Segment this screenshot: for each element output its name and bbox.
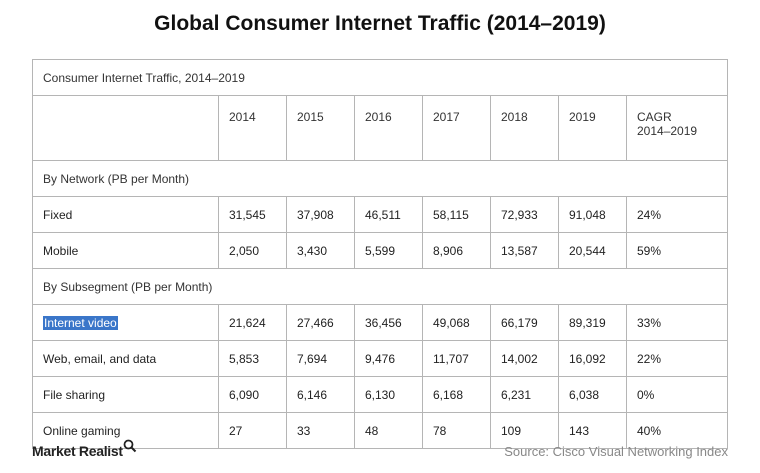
source-note: Source: Cisco Visual Networking Index <box>504 444 728 459</box>
header-year: 2019 <box>558 95 627 161</box>
section-row: By Network (PB per Month) <box>31 160 729 197</box>
value-cell: 91,048 <box>558 196 627 233</box>
header-year: 2014 <box>218 95 287 161</box>
brand-logo: Market Realist <box>32 443 123 459</box>
value-cell: 7,694 <box>286 340 355 377</box>
value-cell: 6,038 <box>558 376 627 413</box>
value-cell: 72,933 <box>490 196 559 233</box>
cagr-cell: 24% <box>625 196 729 233</box>
value-cell: 6,146 <box>286 376 355 413</box>
row-label: Internet video <box>32 304 219 341</box>
selected-text: Internet video <box>43 315 118 330</box>
header-year: 2016 <box>354 95 423 161</box>
header-blank-cell <box>32 95 219 161</box>
value-cell: 143 <box>558 412 627 449</box>
value-cell: 16,092 <box>558 340 627 377</box>
table-caption-row: Consumer Internet Traffic, 2014–2019 <box>31 59 729 96</box>
header-cagr-line2: 2014–2019 <box>637 124 698 138</box>
section-label: By Subsegment (PB per Month) <box>31 268 729 305</box>
value-cell: 78 <box>422 412 491 449</box>
value-cell: 21,624 <box>218 304 287 341</box>
cagr-cell: 0% <box>625 376 729 413</box>
magnifier-icon <box>123 439 137 453</box>
table-row: Mobile 2,050 3,430 5,599 8,906 13,587 20,544 59… <box>32 232 729 269</box>
table-row: Internet video 21,624 27,466 36,456 49,068 66… <box>32 304 729 341</box>
header-cagr-line1: CAGR <box>637 110 672 124</box>
row-label: Mobile <box>32 232 219 269</box>
value-cell: 8,906 <box>422 232 491 269</box>
cagr-cell: 40% <box>625 412 729 449</box>
page-title: Global Consumer Internet Traffic (2014–2… <box>154 12 606 35</box>
value-cell: 36,456 <box>354 304 423 341</box>
row-label: Fixed <box>32 196 219 233</box>
cagr-cell: 59% <box>625 232 729 269</box>
value-cell: 11,707 <box>422 340 491 377</box>
header-year: 2018 <box>490 95 559 161</box>
value-cell: 2,050 <box>218 232 287 269</box>
value-cell: 33 <box>286 412 355 449</box>
table-row: File sharing 6,090 6,146 6,130 6,168 6,231 6,0… <box>32 376 729 413</box>
table-row: Web, email, and data 5,853 7,694 9,476 11,70… <box>32 340 729 377</box>
value-cell: 48 <box>354 412 423 449</box>
value-cell: 6,130 <box>354 376 423 413</box>
value-cell: 6,231 <box>490 376 559 413</box>
cagr-cell: 22% <box>625 340 729 377</box>
value-cell: 13,587 <box>490 232 559 269</box>
table-row: Online gaming 27 33 48 78 109 143 40% <box>32 412 729 449</box>
value-cell: 20,544 <box>558 232 627 269</box>
value-cell: 46,511 <box>354 196 423 233</box>
value-cell: 5,853 <box>218 340 287 377</box>
row-label: File sharing <box>32 376 219 413</box>
row-label: Web, email, and data <box>32 340 219 377</box>
value-cell: 66,179 <box>490 304 559 341</box>
value-cell: 14,002 <box>490 340 559 377</box>
header-year: 2017 <box>422 95 491 161</box>
table-header-row: 2014 2015 2016 2017 2018 2019 CAGR 2014–2… <box>32 95 729 161</box>
cagr-cell: 33% <box>625 304 729 341</box>
header-year: 2015 <box>286 95 355 161</box>
value-cell: 6,168 <box>422 376 491 413</box>
table-caption: Consumer Internet Traffic, 2014–2019 <box>31 59 729 96</box>
value-cell: 9,476 <box>354 340 423 377</box>
header-cagr: CAGR 2014–2019 <box>625 95 729 161</box>
traffic-table: Consumer Internet Traffic, 2014–2019 201… <box>31 59 729 449</box>
value-cell: 27 <box>218 412 287 449</box>
value-cell: 49,068 <box>422 304 491 341</box>
section-label: By Network (PB per Month) <box>31 160 729 197</box>
section-row: By Subsegment (PB per Month) <box>31 268 729 305</box>
value-cell: 89,319 <box>558 304 627 341</box>
value-cell: 27,466 <box>286 304 355 341</box>
value-cell: 6,090 <box>218 376 287 413</box>
value-cell: 3,430 <box>286 232 355 269</box>
value-cell: 58,115 <box>422 196 491 233</box>
table-row: Fixed 31,545 37,908 46,511 58,115 72,933 91,04… <box>32 196 729 233</box>
value-cell: 31,545 <box>218 196 287 233</box>
value-cell: 37,908 <box>286 196 355 233</box>
value-cell: 5,599 <box>354 232 423 269</box>
